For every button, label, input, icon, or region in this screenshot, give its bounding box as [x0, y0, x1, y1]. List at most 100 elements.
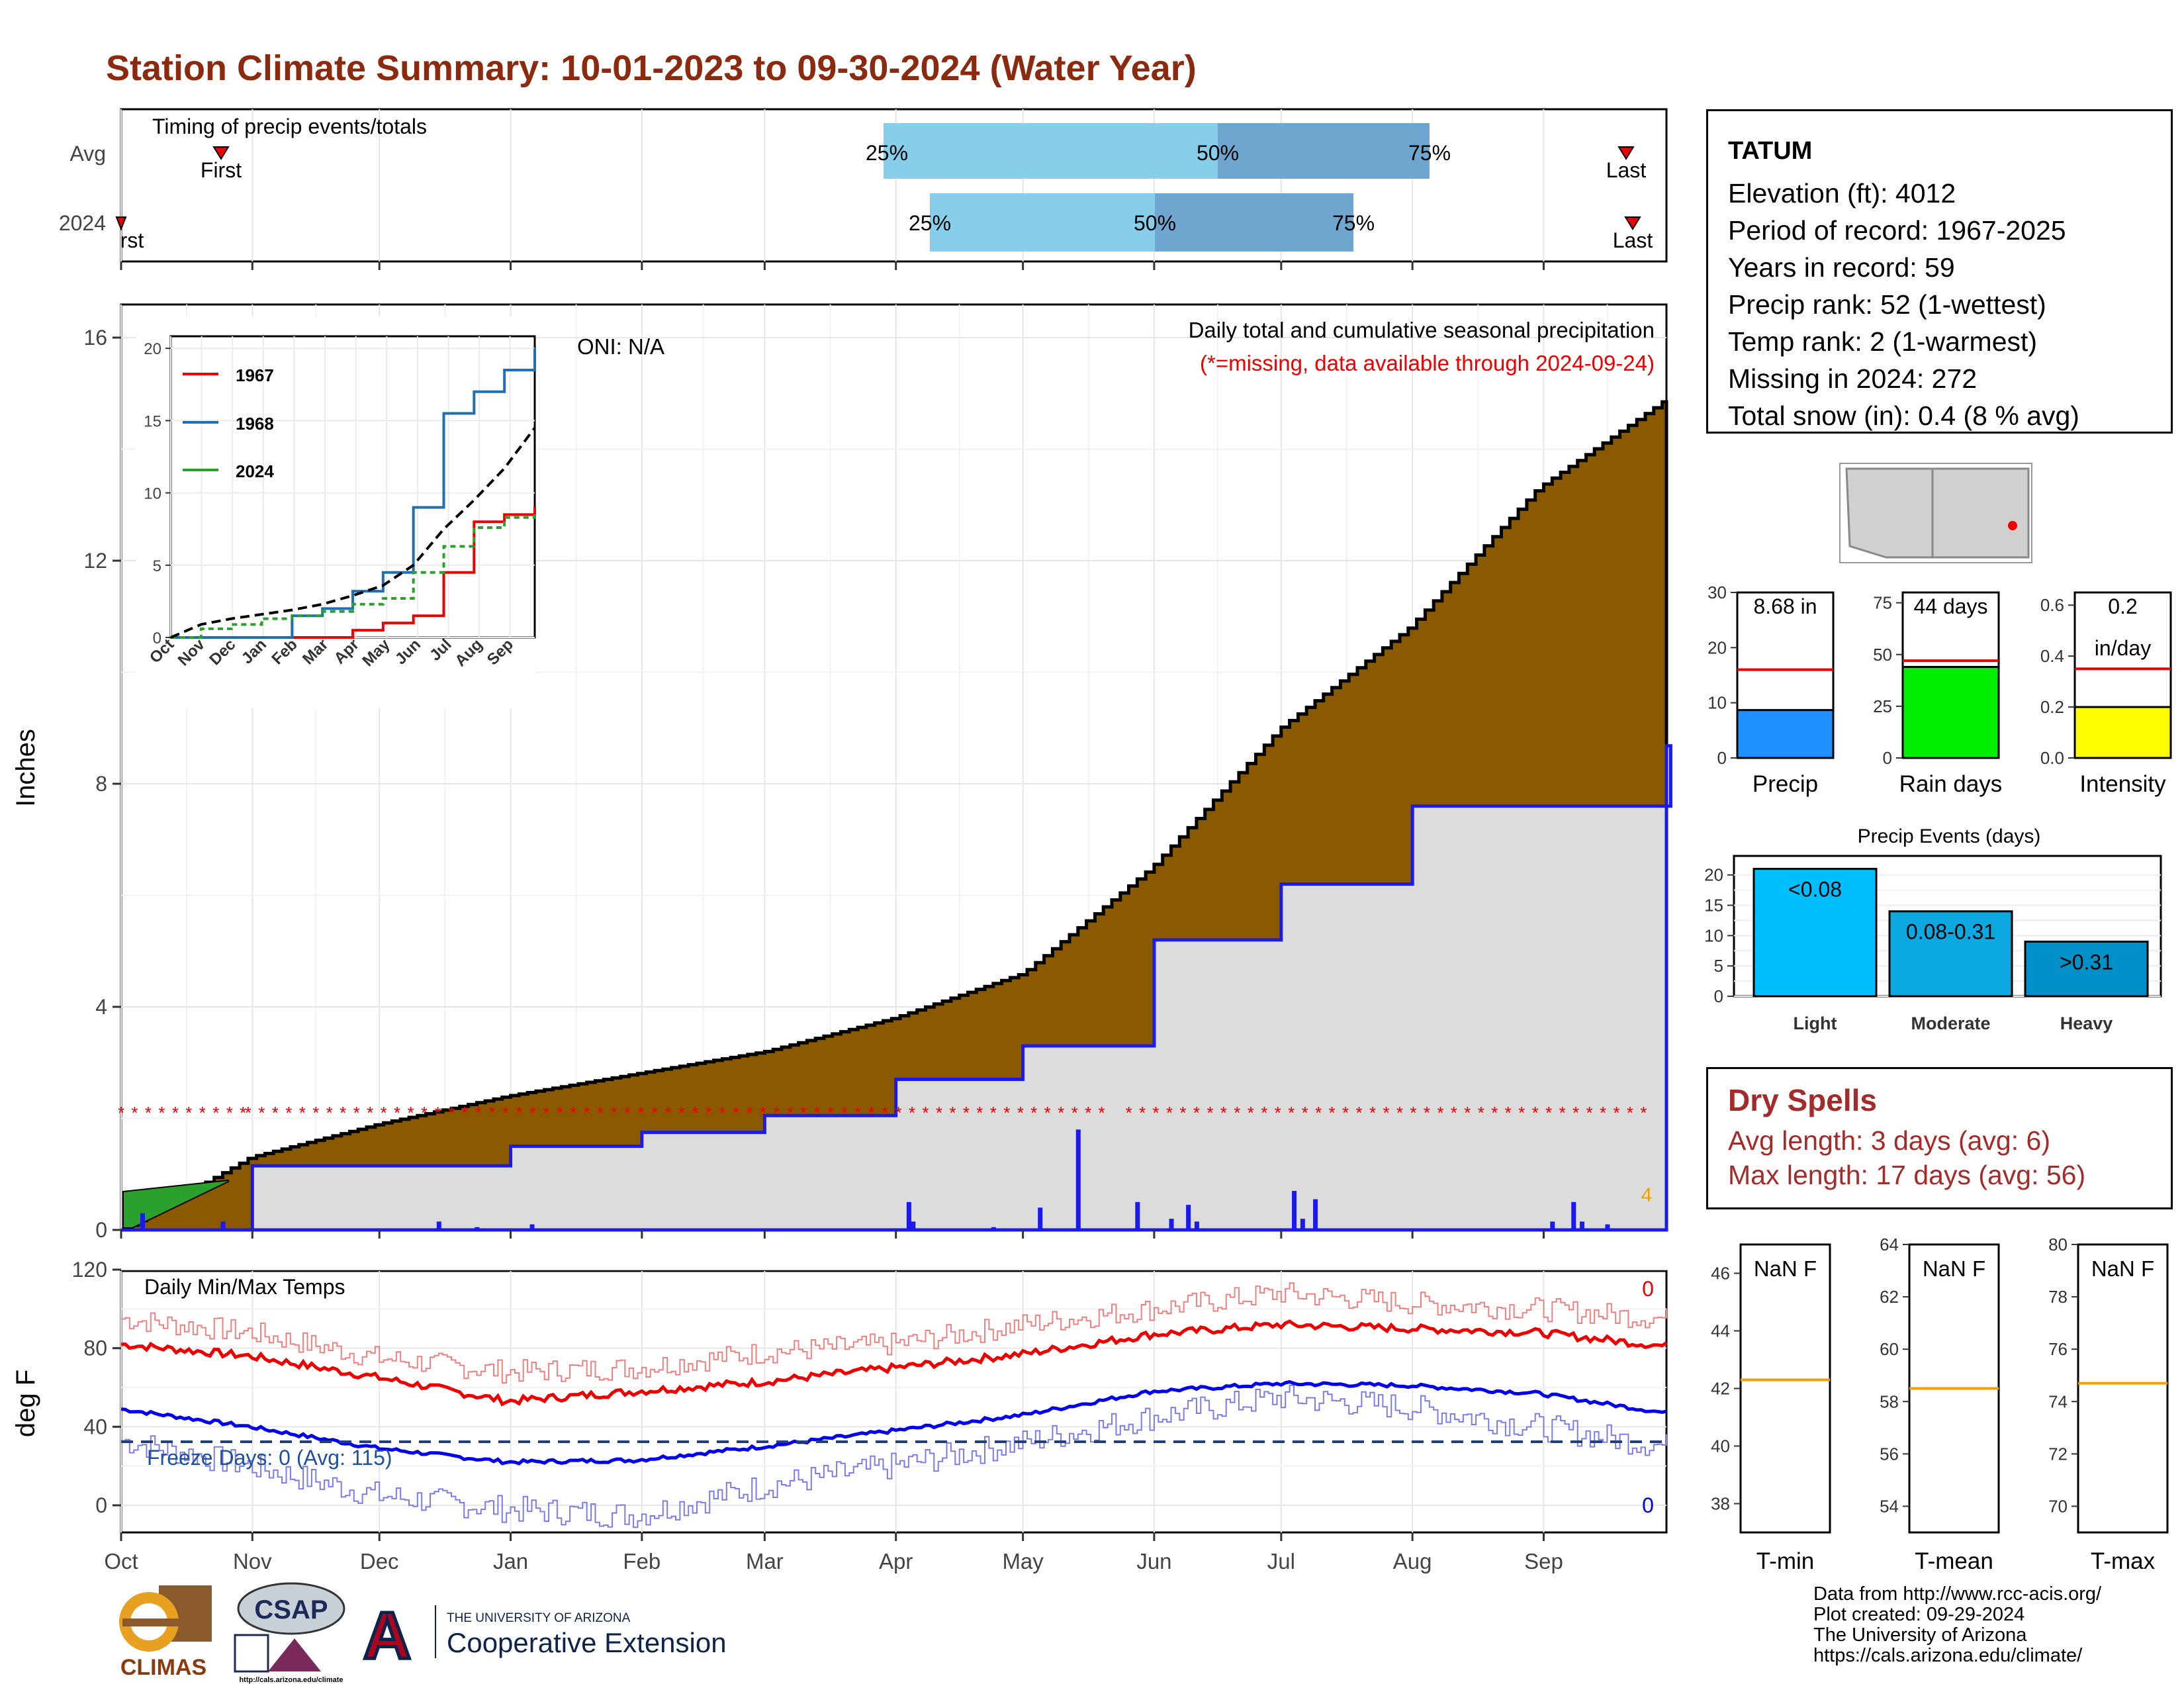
temp-box-label: T-max [2091, 1548, 2156, 1574]
2024-p25: 25% [909, 211, 951, 235]
missing-marker: * [245, 1103, 251, 1123]
mini-precip: 0 10 20 30 8.68 in Precip [1707, 583, 1835, 797]
events-chart: Precip Events (days) 0 5 10 15 20 <0.08 Light 0.… [1704, 825, 2162, 1033]
mini-ytick-label: 50 [1873, 645, 1892, 665]
inset-avg-line [170, 427, 536, 639]
missing-marker: * [145, 1103, 152, 1123]
missing-marker: * [1586, 1103, 1593, 1123]
station-line: Years in record: 59 [1728, 252, 1955, 283]
inset-ytick-label: 5 [153, 557, 161, 575]
footer-credits: Data from http://www.rcc-acis.org/ Plot … [1813, 1584, 2101, 1666]
daily-precip-bar [1135, 1201, 1140, 1230]
2024-iqr-low-bar [930, 193, 1155, 252]
dry-spells-title: Dry Spells [1728, 1083, 1877, 1117]
precip-panel: * * * * * * * * * * * * * * * * * * * * * * * * * * * * * * * * * * * * * * * *… [11, 303, 1672, 1242]
missing-marker: * [1342, 1103, 1349, 1123]
precip-subcaption: (*=missing, data available through 2024-… [1200, 351, 1655, 375]
ua-extension-logo[interactable]: A THE UNIVERSITY OF ARIZONA Cooperative … [357, 1595, 754, 1675]
temp-box-label: T-min [1756, 1548, 1815, 1574]
events-bar-label: Moderate [1911, 1013, 1990, 1033]
missing-marker: * [882, 1103, 888, 1123]
missing-marker: * [1315, 1103, 1322, 1123]
temp-ytick-label: 120 [72, 1258, 107, 1282]
missing-marker: * [733, 1103, 739, 1123]
avg-iqr-low-bar [884, 123, 1218, 179]
missing-marker: * [543, 1103, 549, 1123]
missing-marker: * [1478, 1103, 1484, 1123]
missing-marker: * [705, 1103, 712, 1123]
avg-min-line [120, 1380, 1667, 1466]
missing-marker: * [312, 1103, 319, 1123]
missing-marker: * [258, 1103, 265, 1123]
missing-marker: * [1030, 1103, 1037, 1123]
missing-marker: * [488, 1103, 495, 1123]
daily-precip-bar [1313, 1199, 1318, 1230]
missing-marker: * [624, 1103, 631, 1123]
month-tick-label: Aug [1393, 1549, 1432, 1573]
temp-ytick-label: 0 [95, 1493, 107, 1517]
missing-marker: * [746, 1103, 752, 1123]
mini-bar-charts: 0 10 20 30 8.68 in Precip 0 25 50 75 44 days Rain d… [1707, 583, 2172, 797]
daily-precip-bar [1075, 1129, 1081, 1230]
missing-marker: * [172, 1103, 179, 1123]
mini-ytick-label: 0.0 [2040, 748, 2064, 768]
month-tick-label: Apr [879, 1549, 913, 1573]
daily-precip-bar [220, 1221, 226, 1230]
min-count: 0 [1642, 1493, 1654, 1517]
mini-ytick-label: 0 [1717, 748, 1727, 768]
daily-min-line [121, 1384, 1667, 1528]
mini-bar [1736, 709, 1835, 759]
climas-logo[interactable]: CLIMAS [109, 1582, 218, 1681]
missing-marker: * [1383, 1103, 1389, 1123]
mini-value2: in/day [2095, 636, 2151, 660]
missing-marker: * [922, 1103, 929, 1123]
daily-precip-bar [1169, 1219, 1174, 1230]
csap-logo-text: CSAP [254, 1595, 328, 1624]
missing-marker: * [516, 1103, 522, 1123]
missing-marker: * [1491, 1103, 1498, 1123]
events-bar [1752, 868, 1878, 998]
missing-marker: * [664, 1103, 671, 1123]
temp-box-ytick-label: 56 [1880, 1444, 1899, 1464]
missing-marker: * [584, 1103, 590, 1123]
missing-marker: * [1288, 1103, 1295, 1123]
daily-precip-bar [1186, 1205, 1191, 1230]
temp-box-t-mean: 54 56 58 60 62 64 NaN F T-mean [1880, 1235, 2000, 1574]
csap-logo[interactable]: CSAP http://cals.arizona.edu/climate [228, 1579, 347, 1685]
freeze-days: Freeze Days: 0 (Avg: 115) [147, 1446, 392, 1470]
temp-box-ytick-label: 54 [1880, 1496, 1899, 1516]
temp-ytick-label: 40 [83, 1415, 107, 1438]
month-tick-label: Oct [104, 1549, 138, 1573]
station-line: Precip rank: 52 (1-wettest) [1728, 289, 2046, 320]
temp-box-ytick-label: 74 [2048, 1391, 2068, 1411]
missing-marker: * [1532, 1103, 1539, 1123]
station-line: Missing in 2024: 272 [1728, 363, 1978, 394]
temp-box-value: NaN F [1754, 1256, 1817, 1281]
mini-intensity: 0.0 0.2 0.4 0.6 0.2 in/day Intensity [2040, 591, 2172, 797]
missing-marker: * [434, 1103, 441, 1123]
missing-marker: * [394, 1103, 400, 1123]
missing-marker: * [475, 1103, 482, 1123]
inset-series-line [171, 348, 536, 639]
avg-last-marker [1617, 146, 1635, 160]
precip-ylabel: Inches [11, 729, 40, 807]
footer-line: Plot created: 09-29-2024 [1813, 1604, 2025, 1625]
missing-marker: * [1518, 1103, 1525, 1123]
missing-marker: * [909, 1103, 915, 1123]
inset-ytick-label: 10 [144, 485, 161, 503]
missing-marker: * [597, 1103, 604, 1123]
missing-marker: * [895, 1103, 901, 1123]
avg-iqr-high-bar [1218, 123, 1430, 179]
temp-box-ytick-label: 44 [1711, 1321, 1730, 1341]
precip-caption: Daily total and cumulative seasonal prec… [1189, 318, 1655, 342]
precip-ytick-label: 8 [95, 772, 107, 796]
missing-marker: * [854, 1103, 861, 1123]
dry-spells-box: Dry Spells Avg length: 3 days (avg: 6) M… [1706, 1067, 2173, 1209]
daily-precip-bar [475, 1227, 480, 1230]
temp-box-ytick-label: 70 [2048, 1496, 2068, 1516]
avg-max-line [120, 1319, 1668, 1407]
2024-p50: 50% [1134, 211, 1176, 235]
inset-legend-1968: 1968 [236, 414, 274, 434]
missing-marker: * [1193, 1103, 1200, 1123]
2024-iqr-high-bar [1155, 193, 1353, 252]
